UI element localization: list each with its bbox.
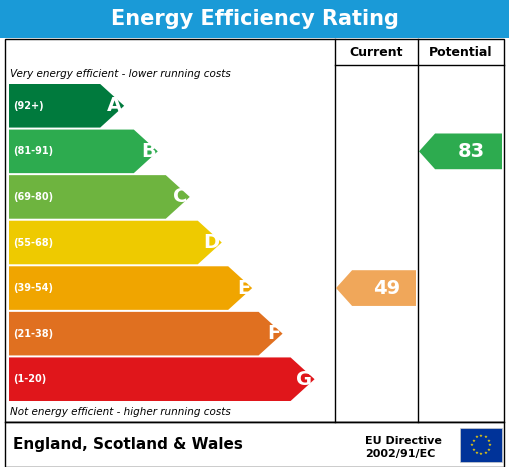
Polygon shape xyxy=(9,266,252,310)
Text: ★: ★ xyxy=(470,443,474,447)
Text: (39-54): (39-54) xyxy=(13,283,53,293)
Text: 2002/91/EC: 2002/91/EC xyxy=(365,448,435,459)
Text: ★: ★ xyxy=(487,439,491,443)
Text: A: A xyxy=(107,96,122,115)
Polygon shape xyxy=(9,175,190,219)
Text: England, Scotland & Wales: England, Scotland & Wales xyxy=(13,437,243,452)
Text: (21-38): (21-38) xyxy=(13,329,53,339)
Polygon shape xyxy=(9,129,158,173)
Text: (69-80): (69-80) xyxy=(13,192,53,202)
Text: Very energy efficient - lower running costs: Very energy efficient - lower running co… xyxy=(10,69,231,79)
Text: (81-91): (81-91) xyxy=(13,146,53,156)
Text: E: E xyxy=(237,279,250,297)
Polygon shape xyxy=(9,221,222,264)
Text: F: F xyxy=(267,324,280,343)
Polygon shape xyxy=(9,312,282,355)
Text: ★: ★ xyxy=(479,452,483,456)
Text: EU Directive: EU Directive xyxy=(365,437,442,446)
Polygon shape xyxy=(419,134,502,169)
Text: (1-20): (1-20) xyxy=(13,374,46,384)
Text: (55-68): (55-68) xyxy=(13,238,53,248)
Text: B: B xyxy=(141,142,156,161)
Text: G: G xyxy=(296,370,313,389)
Text: 49: 49 xyxy=(374,279,401,297)
Text: ★: ★ xyxy=(474,435,478,439)
Text: ★: ★ xyxy=(471,439,475,443)
Text: ★: ★ xyxy=(487,447,491,452)
Bar xyxy=(5,422,504,467)
Text: Current: Current xyxy=(350,45,403,58)
Text: Energy Efficiency Rating: Energy Efficiency Rating xyxy=(110,9,399,29)
Text: ★: ★ xyxy=(474,451,478,455)
Text: 83: 83 xyxy=(458,142,485,161)
Text: ★: ★ xyxy=(484,435,488,439)
Text: Potential: Potential xyxy=(429,45,493,58)
Bar xyxy=(460,428,502,462)
Text: D: D xyxy=(204,233,220,252)
Polygon shape xyxy=(336,270,416,306)
Text: (92+): (92+) xyxy=(13,101,44,111)
Text: C: C xyxy=(174,187,188,206)
Polygon shape xyxy=(9,84,124,127)
Bar xyxy=(5,39,504,422)
Text: ★: ★ xyxy=(471,447,475,452)
Bar xyxy=(0,0,509,38)
Text: ★: ★ xyxy=(484,451,488,455)
Polygon shape xyxy=(9,357,315,401)
Text: ★: ★ xyxy=(488,443,492,447)
Text: ★: ★ xyxy=(479,434,483,438)
Text: Not energy efficient - higher running costs: Not energy efficient - higher running co… xyxy=(10,407,231,417)
